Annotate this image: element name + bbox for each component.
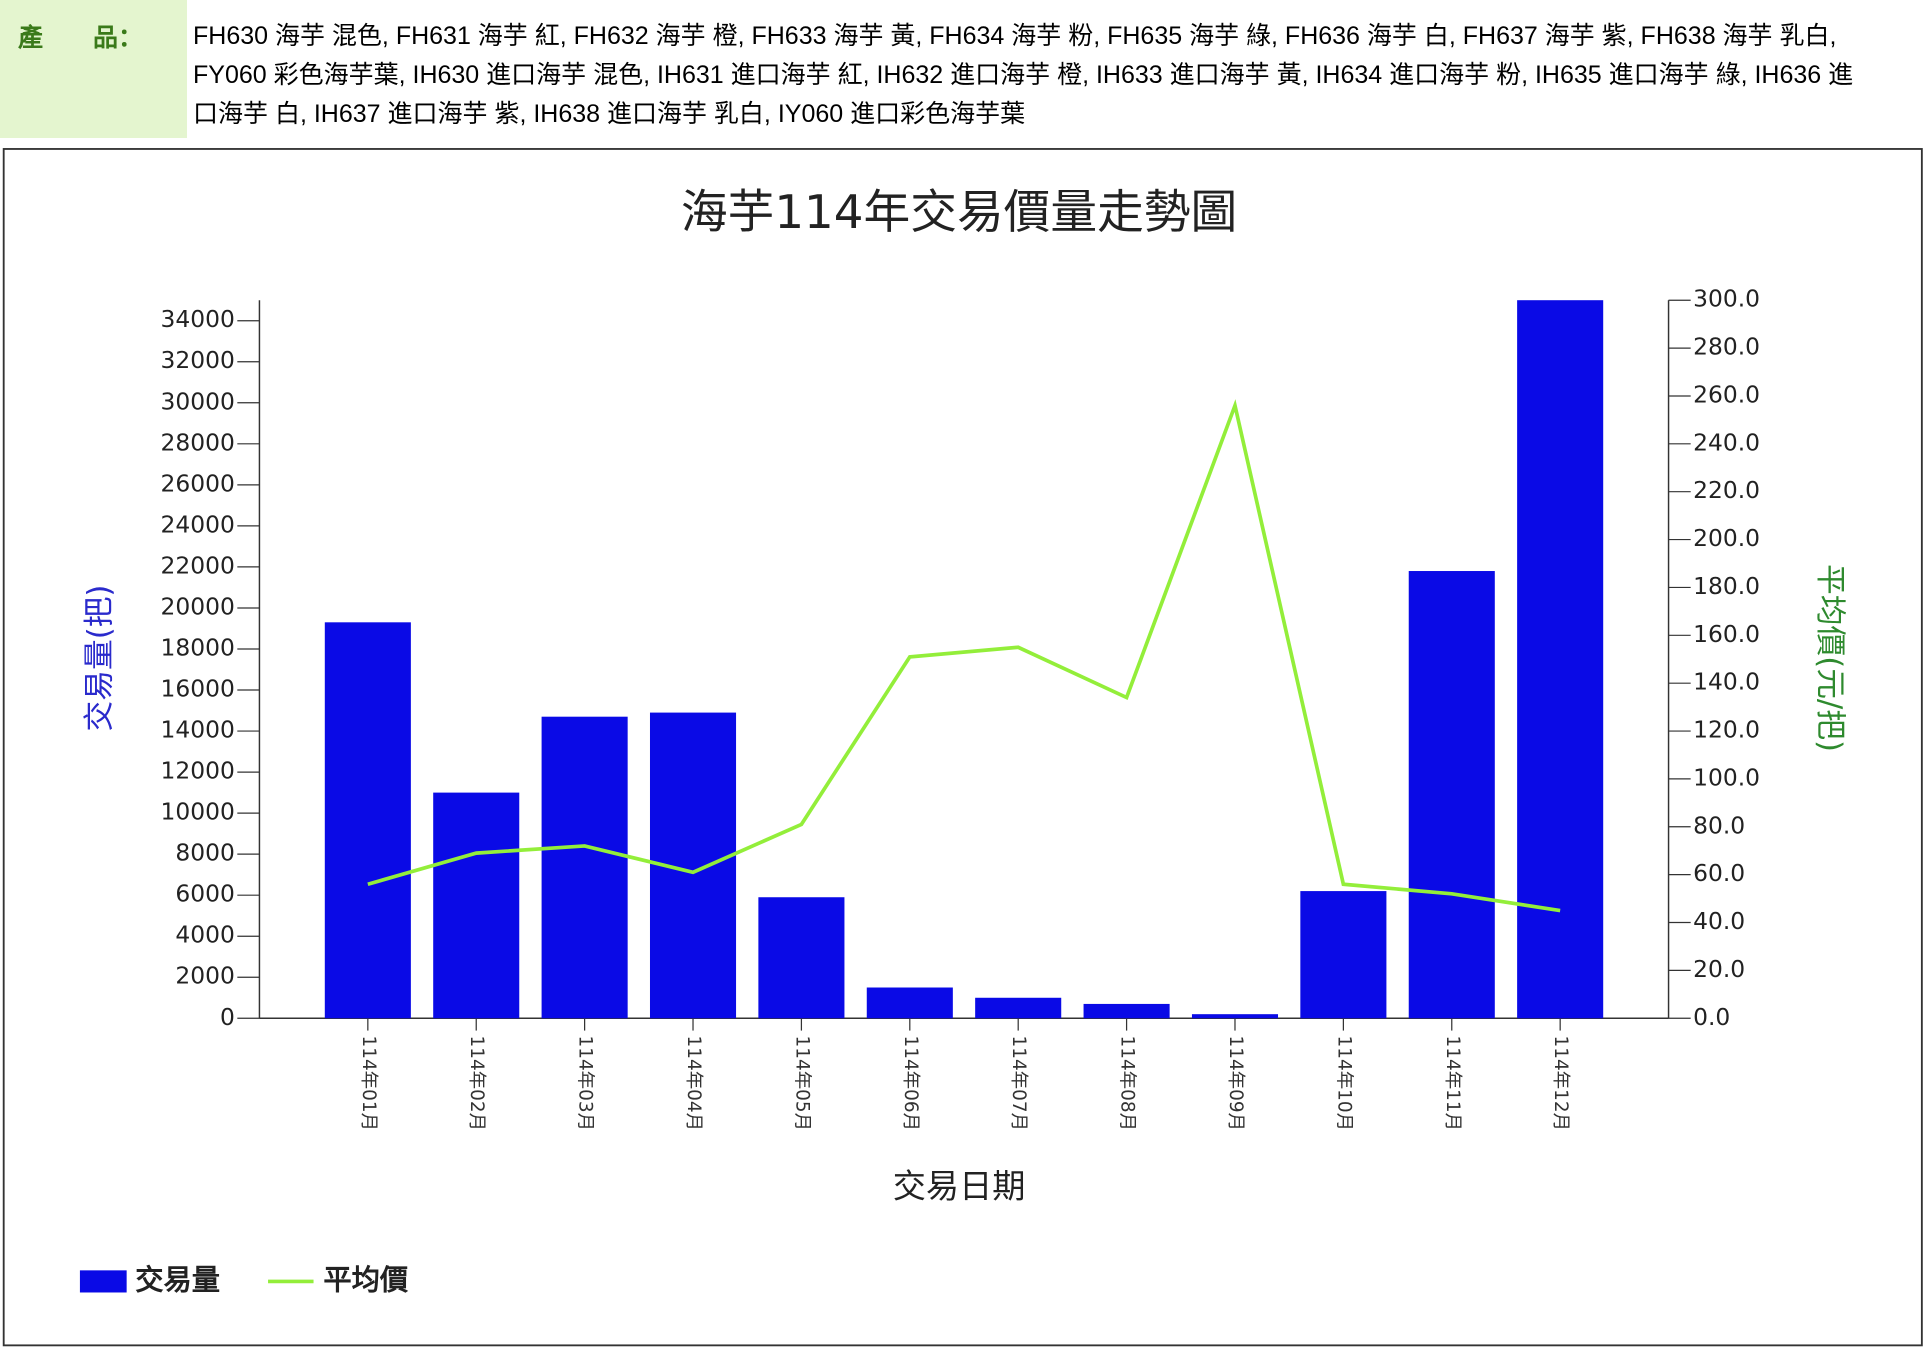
x-tick-label: 114年05月 (791, 1036, 812, 1132)
y2-tick-label: 40.0 (1693, 907, 1745, 935)
y-tick-label: 14000 (161, 716, 235, 744)
bar (1300, 891, 1387, 1019)
y2-tick-label: 240.0 (1693, 428, 1760, 456)
x-tick-label: 114年02月 (466, 1036, 487, 1132)
y-tick-label: 8000 (175, 839, 234, 867)
y-tick-label: 12000 (161, 757, 235, 785)
y2-tick-label: 180.0 (1693, 572, 1760, 600)
bar (541, 716, 628, 1019)
price-line (367, 399, 1561, 913)
bar (975, 997, 1062, 1019)
chart-title: 海芋114年交易價量走勢圖 (681, 186, 1237, 240)
y2-tick-label: 120.0 (1693, 716, 1760, 744)
y-tick-label: 24000 (161, 510, 235, 538)
y2-axis-title: 平均價(元/把) (1812, 564, 1848, 752)
bar (1408, 571, 1495, 1019)
legend-label: 平均價 (323, 1263, 409, 1296)
y-tick-label: 6000 (175, 880, 234, 908)
bar (433, 792, 520, 1019)
x-tick-label: 114年12月 (1550, 1036, 1571, 1132)
product-label: 產 品： (0, 0, 187, 138)
y-tick-label: 2000 (175, 962, 234, 990)
x-tick-label: 114年04月 (683, 1036, 704, 1132)
y2-tick-label: 280.0 (1693, 333, 1760, 361)
x-tick-label: 114年10月 (1333, 1036, 1354, 1132)
y2-tick-label: 220.0 (1693, 476, 1760, 504)
y2-tick-label: 80.0 (1693, 811, 1745, 839)
y-tick-label: 4000 (175, 921, 234, 949)
y-tick-label: 34000 (161, 305, 235, 333)
y2-tick-label: 200.0 (1693, 524, 1760, 552)
y-tick-label: 20000 (161, 592, 235, 620)
x-tick-label: 114年03月 (575, 1036, 596, 1132)
bar (324, 622, 411, 1019)
y2-tick-label: 100.0 (1693, 763, 1760, 791)
y-tick-label: 0 (220, 1003, 235, 1031)
x-axis-title: 交易日期 (893, 1166, 1026, 1205)
y-tick-label: 22000 (161, 551, 235, 579)
y-tick-label: 10000 (161, 798, 235, 826)
y-tick-label: 32000 (161, 346, 235, 374)
y2-tick-label: 60.0 (1693, 859, 1745, 887)
x-tick-label: 114年01月 (358, 1036, 379, 1132)
y-tick-label: 26000 (161, 469, 235, 497)
x-tick-label: 114年09月 (1225, 1036, 1246, 1132)
y2-tick-label: 140.0 (1693, 668, 1760, 696)
legend-swatch (79, 1270, 127, 1293)
bar (758, 897, 845, 1019)
chart-frame (2, 148, 1923, 1347)
bar (866, 987, 953, 1019)
legend-label: 交易量 (135, 1263, 220, 1296)
y2-tick-label: 0.0 (1693, 1003, 1730, 1031)
x-tick-label: 114年06月 (900, 1036, 921, 1132)
product-list: FH630 海芋 混色, FH631 海芋 紅, FH632 海芋 橙, FH6… (193, 22, 1854, 128)
x-tick-label: 114年07月 (1008, 1036, 1029, 1132)
x-tick-label: 114年11月 (1442, 1036, 1463, 1132)
bar (1083, 1003, 1170, 1019)
bar (1517, 300, 1604, 1019)
y-tick-label: 18000 (161, 633, 235, 661)
y2-tick-label: 300.0 (1693, 285, 1760, 313)
y-axis-title: 交易量(把) (81, 585, 117, 732)
y2-tick-label: 260.0 (1693, 380, 1760, 408)
y-tick-label: 30000 (161, 387, 235, 415)
y2-tick-label: 20.0 (1693, 955, 1745, 983)
product-header: 產 品： FH630 海芋 混色, FH631 海芋 紅, FH632 海芋 橙… (0, 0, 1928, 138)
y-tick-label: 28000 (161, 428, 235, 456)
x-tick-label: 114年08月 (1117, 1036, 1138, 1132)
y2-tick-label: 160.0 (1693, 620, 1760, 648)
y-tick-label: 16000 (161, 675, 235, 703)
bar (1191, 1014, 1279, 1019)
